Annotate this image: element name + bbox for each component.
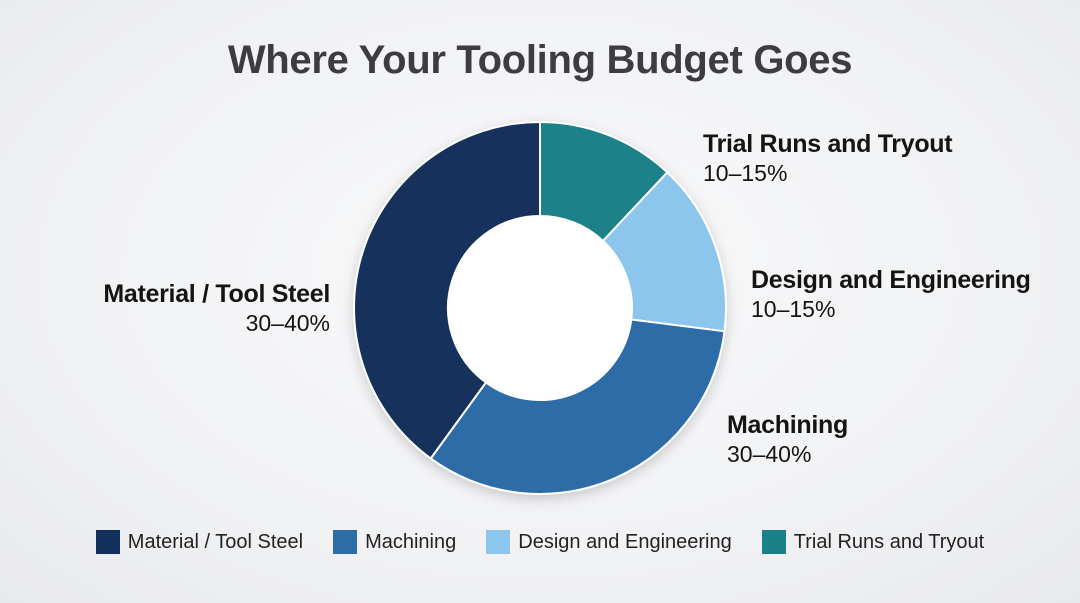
slice-label-name: Design and Engineering [751, 266, 1031, 294]
slice-label-design-engineering: Design and Engineering 10–15% [751, 266, 1031, 324]
slice-label-range: 30–40% [245, 310, 330, 336]
legend-label: Material / Tool Steel [127, 530, 304, 553]
slice-label-material-tool-steel: Material / Tool Steel 30–40% [103, 280, 330, 338]
slice-label-trial-runs: Trial Runs and Tryout 10–15% [703, 130, 953, 188]
slice-label-name: Material / Tool Steel [103, 280, 330, 308]
legend-swatch [333, 530, 358, 554]
legend-item-trial: Trial Runs and Tryout [761, 530, 985, 554]
legend-item-design: Design and Engineering [486, 530, 732, 554]
slice-label-range: 30–40% [727, 441, 812, 467]
slice-label-name: Trial Runs and Tryout [703, 130, 953, 158]
donut-hole [449, 217, 631, 399]
donut-slice-material-tool-steel [353, 120, 541, 460]
legend-label: Machining [365, 530, 457, 553]
legend-swatch [486, 530, 511, 554]
legend-swatch [95, 530, 120, 554]
legend-swatch [761, 530, 786, 554]
donut-slice-machining [429, 318, 726, 495]
slice-label-range: 10–15% [703, 160, 788, 186]
legend-label: Trial Runs and Tryout [793, 530, 985, 553]
chart-title: Where Your Tooling Budget Goes [227, 38, 853, 82]
slice-label-range: 10–15% [751, 296, 836, 322]
slice-label-machining: Machining 30–40% [727, 411, 848, 469]
chart-legend: Material / Tool Steel Machining Design a… [0, 530, 1080, 554]
legend-item-machining: Machining [333, 530, 456, 554]
legend-label: Design and Engineering [518, 530, 732, 553]
legend-item-material: Material / Tool Steel [95, 530, 304, 554]
slice-label-name: Machining [727, 411, 848, 439]
donut-slice-design-and-engineering [601, 170, 727, 333]
